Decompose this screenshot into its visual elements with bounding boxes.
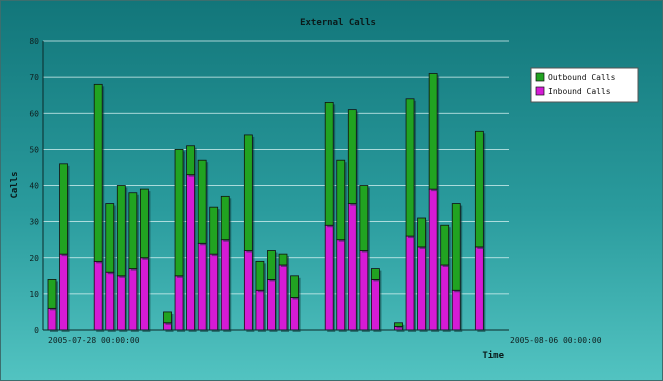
bar-outbound <box>93 83 103 262</box>
y-tick-label: 10 <box>29 290 39 299</box>
bar-outbound <box>417 217 427 248</box>
bar-inbound <box>324 224 334 331</box>
bar-inbound <box>278 264 288 331</box>
bar-inbound <box>116 275 126 331</box>
bar-outbound <box>255 260 265 291</box>
bar-outbound <box>59 163 68 255</box>
bar-outbound <box>174 148 184 277</box>
bar-outbound <box>370 268 380 280</box>
bar-outbound <box>440 224 450 266</box>
bar-inbound <box>255 289 265 331</box>
legend: Outbound Calls Inbound Calls <box>530 67 639 103</box>
bar-inbound <box>405 235 415 331</box>
bar-inbound <box>474 246 484 331</box>
y-tick-label: 80 <box>29 37 39 46</box>
x-tick-label: 2005-08-06 00:00:00 <box>510 336 602 345</box>
bar-inbound <box>209 253 219 331</box>
y-tick-label: 30 <box>29 218 39 227</box>
bar-outbound <box>405 98 415 237</box>
y-tick-label: 40 <box>29 182 39 191</box>
x-axis-title: Time <box>482 350 504 361</box>
bar-outbound <box>47 279 57 309</box>
chart-title: External Calls <box>300 18 376 28</box>
bar-outbound <box>359 185 369 251</box>
bar-inbound <box>47 307 57 331</box>
bar-outbound <box>428 73 438 190</box>
bar-inbound <box>220 239 230 331</box>
bar-inbound <box>370 279 380 331</box>
bar-inbound <box>243 250 253 331</box>
bar-inbound <box>347 203 357 331</box>
bar-outbound <box>267 250 276 280</box>
legend-label: Outbound Calls <box>548 73 616 82</box>
bar-outbound <box>128 192 138 269</box>
y-tick-label: 70 <box>29 73 39 82</box>
bar-inbound <box>451 289 461 331</box>
y-tick-label: 20 <box>29 254 39 263</box>
y-tick-label: 60 <box>29 109 39 118</box>
bar-outbound <box>186 145 196 176</box>
bar-outbound <box>394 322 403 327</box>
bar-outbound <box>220 195 230 241</box>
bar-inbound <box>128 268 138 331</box>
bar-outbound <box>474 130 484 248</box>
bar-inbound <box>290 297 299 331</box>
bar-outbound <box>243 134 253 251</box>
legend-box <box>530 67 639 103</box>
bar-outbound <box>105 203 115 273</box>
bar-inbound <box>267 279 276 331</box>
bar-outbound <box>290 275 299 298</box>
x-tick-label: 2005-07-28 00:00:00 <box>48 336 140 345</box>
bar-outbound <box>324 102 334 226</box>
bar-inbound <box>93 260 103 331</box>
bar-outbound <box>163 311 172 324</box>
bar-outbound <box>278 253 288 266</box>
bar-inbound <box>59 253 68 331</box>
bar-outbound <box>139 188 149 259</box>
bar-outbound <box>336 159 346 241</box>
bar-inbound <box>174 275 184 331</box>
bar-outbound <box>197 159 207 244</box>
bar-inbound <box>105 271 115 331</box>
legend-swatch <box>535 86 545 96</box>
bar-outbound <box>451 203 461 291</box>
bar-outbound <box>209 206 219 255</box>
bar-inbound <box>186 174 196 331</box>
bar-inbound <box>197 242 207 331</box>
y-axis-title: Calls <box>10 171 20 198</box>
x-axis-ticks: 2005-07-28 00:00:00 2005-08-06 00:00:00 <box>48 336 602 345</box>
legend-label: Inbound Calls <box>548 87 611 96</box>
bar-inbound <box>139 257 149 331</box>
bars <box>47 73 486 332</box>
bar-inbound <box>336 239 346 331</box>
bar-inbound <box>359 250 369 331</box>
legend-swatch <box>535 72 545 82</box>
bar-outbound <box>116 185 126 277</box>
bar-outbound <box>347 109 357 204</box>
y-tick-label: 0 <box>34 326 39 335</box>
bar-inbound <box>440 264 450 331</box>
bar-inbound <box>417 246 427 331</box>
bar-inbound <box>428 188 438 331</box>
y-axis-ticks: 0 10 20 30 40 50 60 70 80 <box>29 37 39 335</box>
y-tick-label: 50 <box>29 145 39 154</box>
